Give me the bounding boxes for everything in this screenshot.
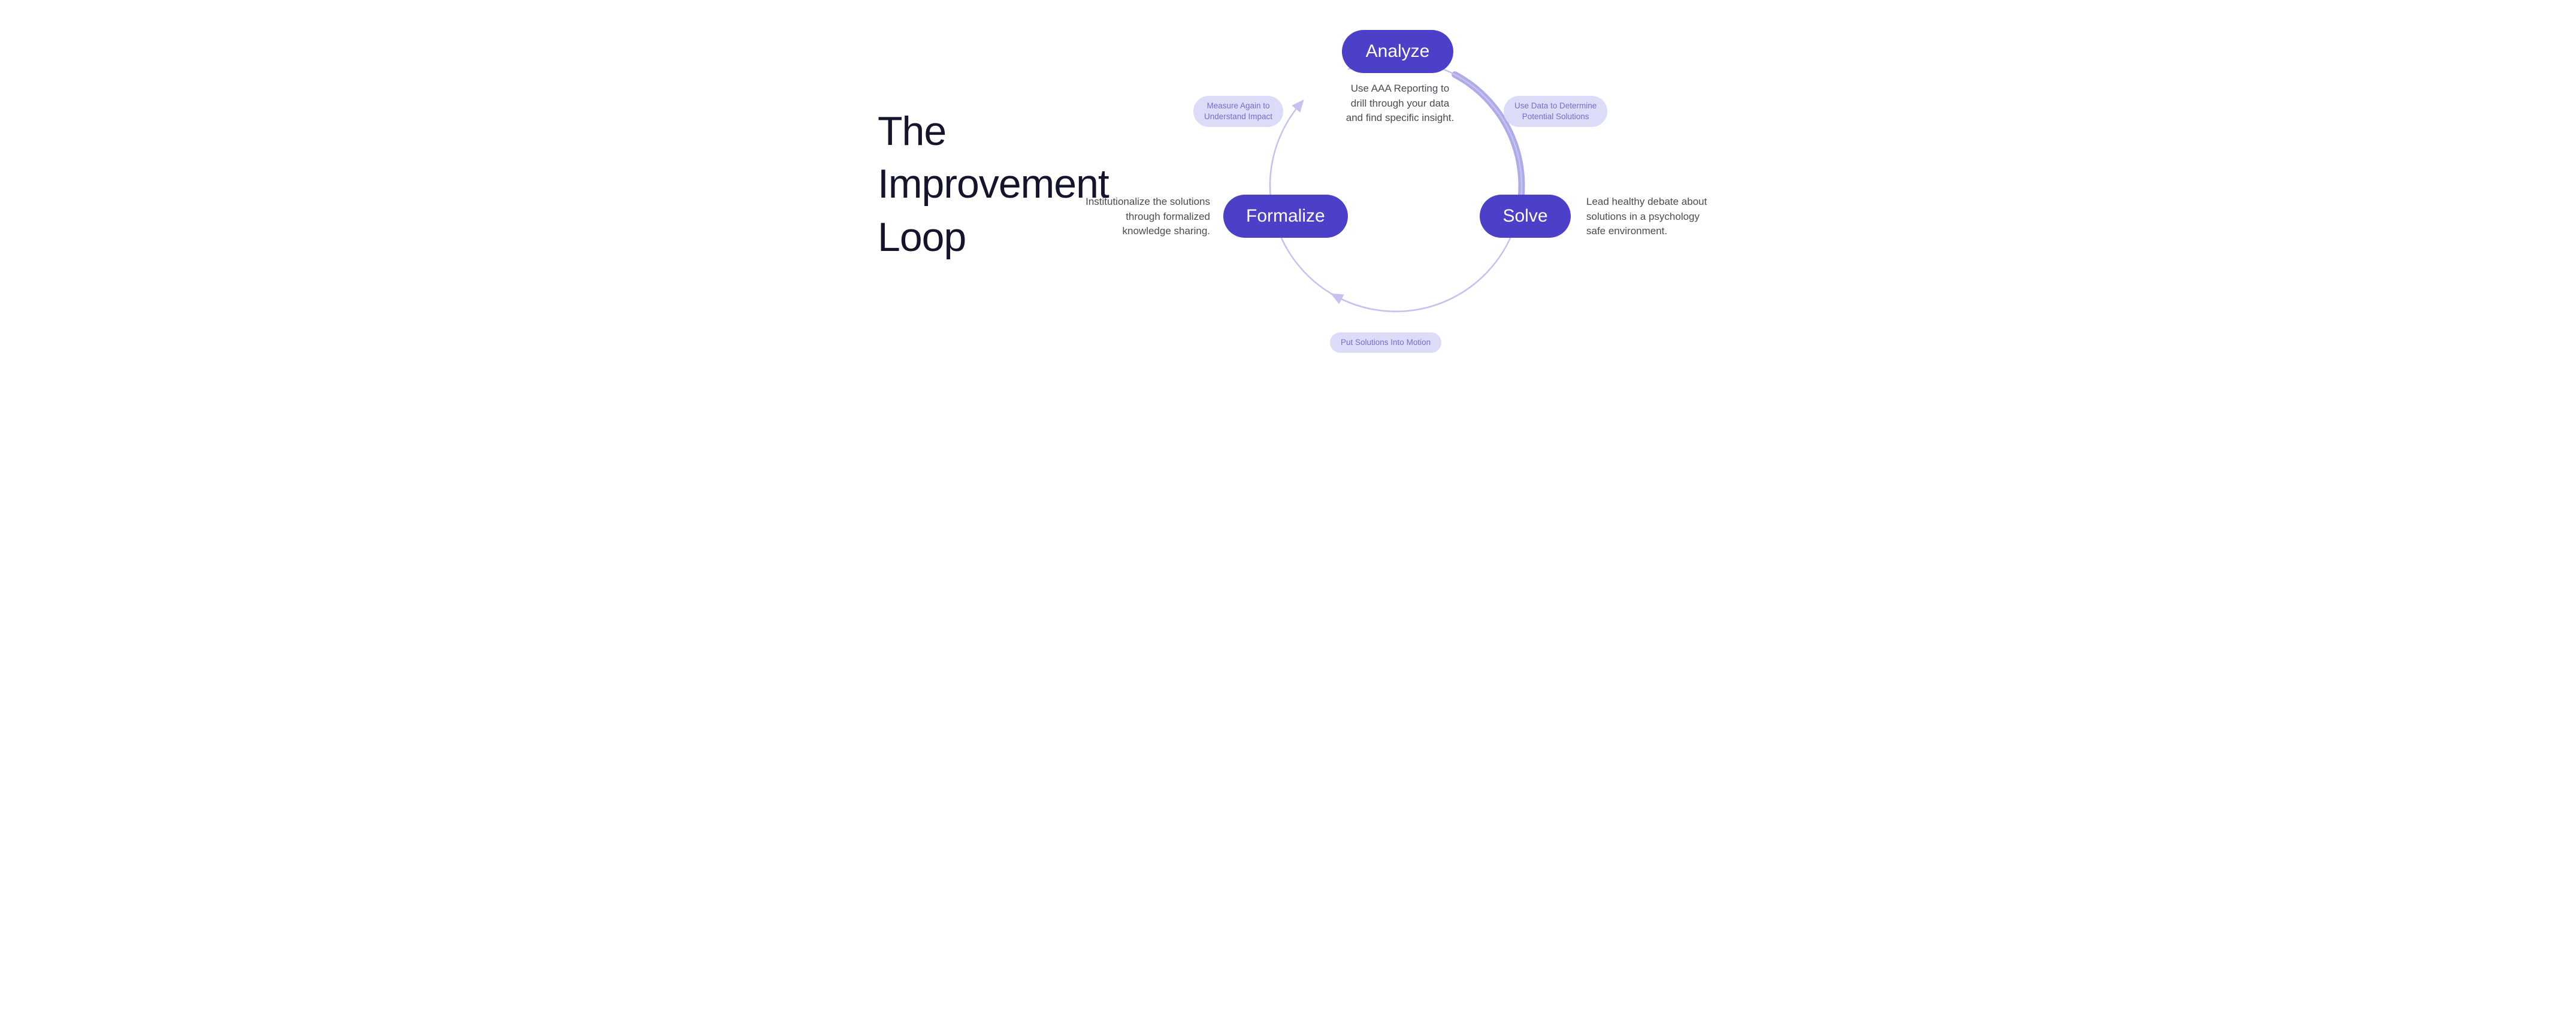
node-formalize-label: Formalize [1246, 206, 1325, 226]
page-title: TheImprovementLoop [878, 105, 1109, 264]
improvement-loop-diagram: Analyze Solve Formalize Use Data to Dete… [1156, 6, 1743, 365]
badge-put-motion-text: Put Solutions Into Motion [1341, 337, 1431, 348]
desc-analyze: Use AAA Reporting todrill through your d… [1338, 81, 1462, 126]
node-analyze-label: Analyze [1366, 41, 1430, 62]
badge-measure-text: Measure Again toUnderstand Impact [1204, 101, 1272, 122]
desc-formalize: Institutionalize the solutionsthrough fo… [1066, 195, 1210, 239]
desc-solve: Lead healthy debate aboutsolutions in a … [1586, 195, 1730, 239]
node-formalize: Formalize [1223, 195, 1348, 238]
badge-use-data-text: Use Data to DeterminePotential Solutions [1514, 101, 1597, 122]
badge-measure: Measure Again toUnderstand Impact [1193, 96, 1283, 127]
node-solve: Solve [1480, 195, 1571, 238]
node-solve-label: Solve [1502, 206, 1547, 226]
badge-use-data: Use Data to DeterminePotential Solutions [1504, 96, 1607, 127]
badge-put-motion: Put Solutions Into Motion [1330, 332, 1441, 353]
node-analyze: Analyze [1342, 30, 1453, 73]
